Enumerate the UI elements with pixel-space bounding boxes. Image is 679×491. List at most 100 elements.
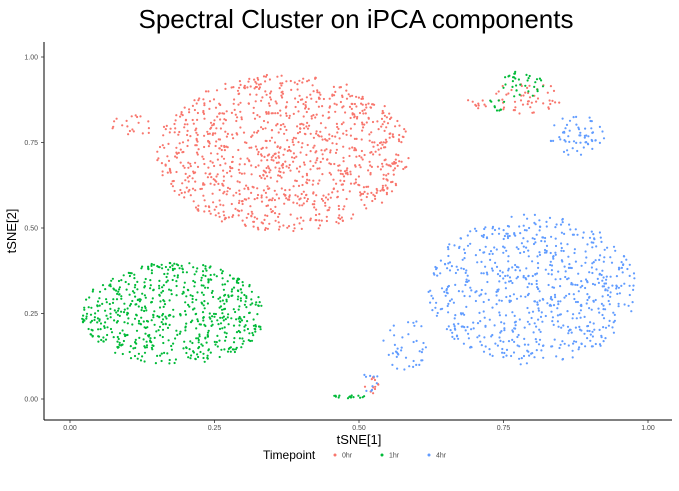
data-point-1hr xyxy=(122,274,125,277)
data-point-0hr xyxy=(256,217,259,220)
data-point-1hr xyxy=(133,277,136,280)
data-point-0hr xyxy=(332,85,335,88)
data-point-1hr xyxy=(116,345,119,349)
data-point-0hr xyxy=(219,203,222,206)
data-point-1hr xyxy=(169,266,172,269)
data-point-0hr xyxy=(296,83,299,86)
data-point-0hr xyxy=(336,196,339,199)
data-point-4hr xyxy=(476,336,479,339)
data-point-0hr xyxy=(218,147,221,150)
data-point-4hr xyxy=(519,232,522,235)
data-point-0hr xyxy=(212,178,215,181)
data-point-4hr xyxy=(568,223,571,226)
data-point-0hr xyxy=(381,162,384,165)
data-point-4hr xyxy=(556,320,560,323)
data-point-4hr xyxy=(407,321,410,324)
data-point-1hr xyxy=(166,279,169,282)
data-point-0hr xyxy=(381,109,384,113)
data-point-0hr xyxy=(293,227,296,230)
data-point-0hr xyxy=(202,194,205,197)
data-point-0hr xyxy=(250,164,253,167)
data-point-1hr xyxy=(251,302,254,305)
data-point-4hr xyxy=(444,294,447,297)
data-point-4hr xyxy=(591,131,594,134)
data-point-0hr xyxy=(314,213,318,217)
data-point-0hr xyxy=(279,124,283,127)
data-point-4hr xyxy=(369,374,372,377)
data-point-4hr xyxy=(443,290,446,293)
data-point-4hr xyxy=(387,353,390,356)
data-point-0hr xyxy=(374,150,377,153)
data-point-0hr xyxy=(134,114,137,117)
data-point-4hr xyxy=(544,268,547,271)
data-point-0hr xyxy=(360,192,363,196)
data-point-4hr xyxy=(563,232,566,235)
data-point-4hr xyxy=(574,326,578,329)
data-point-0hr xyxy=(325,219,328,223)
data-point-0hr xyxy=(371,141,374,144)
data-point-0hr xyxy=(501,84,504,88)
data-point-0hr xyxy=(167,142,170,145)
data-point-0hr xyxy=(204,205,207,208)
data-point-1hr xyxy=(144,277,147,281)
data-point-1hr xyxy=(237,317,240,320)
data-point-0hr xyxy=(357,175,360,178)
data-point-0hr xyxy=(329,173,333,176)
data-point-4hr xyxy=(501,351,504,354)
data-point-0hr xyxy=(353,102,356,106)
data-point-0hr xyxy=(372,145,375,148)
data-point-0hr xyxy=(227,216,230,219)
data-point-1hr xyxy=(219,322,223,325)
data-point-0hr xyxy=(281,96,284,99)
data-point-4hr xyxy=(474,291,477,294)
data-point-4hr xyxy=(449,329,452,332)
data-point-1hr xyxy=(159,300,162,303)
data-point-0hr xyxy=(246,86,249,89)
data-point-0hr xyxy=(382,146,386,149)
data-point-0hr xyxy=(179,161,182,164)
data-point-4hr xyxy=(586,281,589,284)
data-point-1hr xyxy=(238,305,241,308)
data-point-0hr xyxy=(367,169,370,172)
data-point-4hr xyxy=(598,258,601,261)
data-point-0hr xyxy=(372,193,375,196)
data-point-0hr xyxy=(250,146,253,149)
data-point-0hr xyxy=(260,147,263,150)
data-point-0hr xyxy=(267,112,270,115)
data-point-0hr xyxy=(247,212,250,216)
data-point-4hr xyxy=(534,338,537,341)
data-point-0hr xyxy=(233,108,236,111)
data-point-0hr xyxy=(300,146,303,149)
data-point-0hr xyxy=(362,192,365,195)
data-point-1hr xyxy=(249,339,252,343)
data-point-4hr xyxy=(454,328,457,331)
data-point-0hr xyxy=(273,198,276,202)
data-point-0hr xyxy=(367,102,370,105)
data-point-4hr xyxy=(527,275,530,278)
data-point-0hr xyxy=(278,225,281,228)
data-point-0hr xyxy=(228,187,231,190)
data-point-1hr xyxy=(168,362,171,365)
data-point-0hr xyxy=(351,112,354,115)
data-point-1hr xyxy=(185,271,188,274)
data-point-0hr xyxy=(219,127,222,130)
data-point-1hr xyxy=(115,289,118,292)
data-point-1hr xyxy=(109,285,112,288)
data-point-4hr xyxy=(612,331,616,334)
data-point-0hr xyxy=(309,217,312,220)
data-point-0hr xyxy=(218,138,222,141)
data-point-0hr xyxy=(257,164,260,167)
data-point-1hr xyxy=(210,278,213,281)
data-point-1hr xyxy=(221,316,224,319)
data-point-1hr xyxy=(515,84,518,87)
data-point-4hr xyxy=(550,310,553,313)
data-point-0hr xyxy=(192,200,195,203)
data-point-0hr xyxy=(307,79,310,82)
data-point-4hr xyxy=(603,248,606,251)
data-point-1hr xyxy=(346,397,350,400)
data-point-1hr xyxy=(98,297,101,300)
data-point-0hr xyxy=(287,166,290,169)
data-point-0hr xyxy=(398,140,401,143)
data-point-0hr xyxy=(394,125,397,128)
data-point-0hr xyxy=(322,97,325,101)
